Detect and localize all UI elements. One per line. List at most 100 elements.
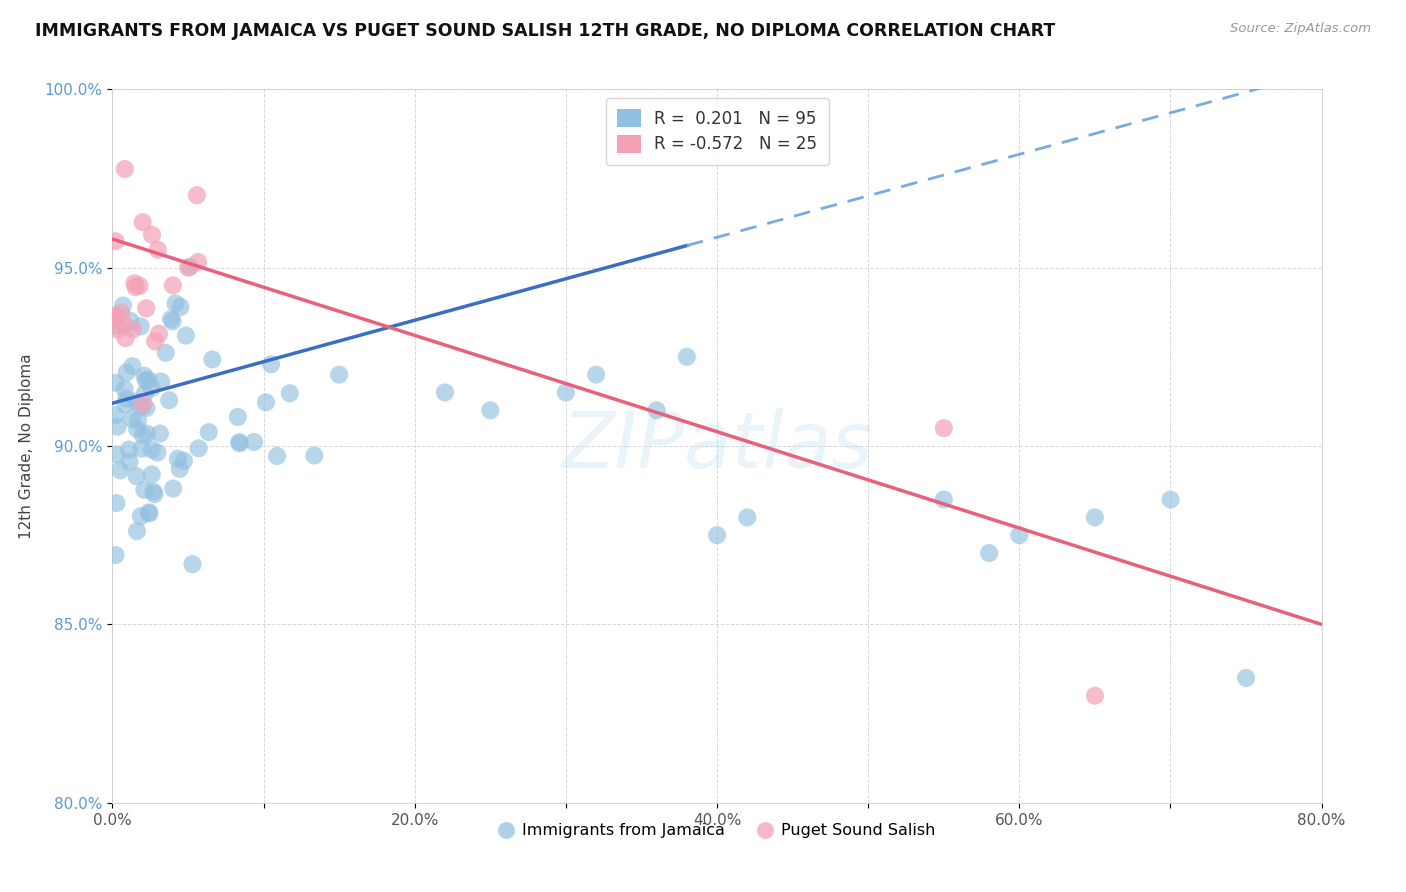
Point [149,426,172,441]
Point [131,442,153,456]
Point [104,548,127,562]
Point [226,409,249,424]
Point [135,401,157,415]
Point [132,215,155,229]
Point [243,434,266,449]
Point [585,368,607,382]
Point [132,428,155,442]
Point [134,386,156,401]
Point [645,403,668,417]
Point [136,373,159,387]
Point [165,296,187,310]
Point [114,382,136,396]
Point [104,376,127,390]
Point [138,506,160,520]
Point [169,300,191,314]
Point [104,234,127,248]
Point [932,492,955,507]
Point [148,326,170,341]
Point [1234,671,1257,685]
Point [157,393,180,408]
Point [114,397,136,411]
Point [124,280,146,294]
Point [121,322,143,336]
Point [104,408,127,422]
Point [131,400,153,414]
Point [676,350,699,364]
Point [254,395,277,409]
Point [138,505,160,519]
Point [105,496,128,510]
Point [162,482,184,496]
Point [260,357,283,371]
Point [169,462,191,476]
Point [107,322,129,336]
Point [1084,689,1107,703]
Point [104,309,127,323]
Point [111,299,134,313]
Point [146,445,169,459]
Point [266,449,288,463]
Point [434,385,457,400]
Point [143,487,166,501]
Point [174,328,197,343]
Point [141,227,163,242]
Point [173,454,195,468]
Y-axis label: 12th Grade, No Diploma: 12th Grade, No Diploma [18,353,34,539]
Point [112,317,135,331]
Point [1008,528,1031,542]
Point [179,260,201,274]
Point [141,442,163,457]
Point [129,509,152,524]
Point [124,394,146,409]
Point [186,188,208,202]
Point [197,425,219,439]
Point [304,449,326,463]
Point [1084,510,1107,524]
Point [554,385,576,400]
Text: Source: ZipAtlas.com: Source: ZipAtlas.com [1230,22,1371,36]
Point [108,463,131,477]
Point [737,510,759,524]
Point [142,484,165,499]
Point [125,469,148,483]
Point [124,277,146,291]
Point [135,426,157,441]
Point [141,381,163,395]
Point [115,392,138,406]
Point [110,306,132,320]
Point [177,260,200,275]
Point [115,365,138,379]
Point [479,403,502,417]
Point [162,314,184,328]
Point [328,368,350,382]
Point [146,243,169,257]
Point [118,455,141,469]
Point [107,419,129,434]
Point [979,546,1001,560]
Point [135,373,157,387]
Point [129,319,152,334]
Point [187,442,209,456]
Point [121,412,143,426]
Point [114,331,136,345]
Point [104,310,127,325]
Text: ZIPatlas: ZIPatlas [561,408,873,484]
Point [166,451,188,466]
Point [141,467,163,482]
Point [135,301,157,316]
Point [114,161,136,176]
Point [105,448,128,462]
Point [118,442,141,457]
Point [155,346,177,360]
Point [134,368,156,383]
Point [181,558,204,572]
Point [121,359,143,373]
Point [162,278,184,293]
Point [134,483,156,497]
Text: IMMIGRANTS FROM JAMAICA VS PUGET SOUND SALISH 12TH GRADE, NO DIPLOMA CORRELATION: IMMIGRANTS FROM JAMAICA VS PUGET SOUND S… [35,22,1056,40]
Point [132,397,155,411]
Point [228,435,250,450]
Point [143,334,166,349]
Point [105,318,128,333]
